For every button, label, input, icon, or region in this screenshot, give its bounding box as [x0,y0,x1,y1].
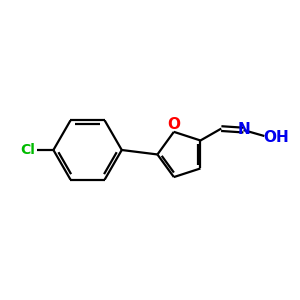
Text: Cl: Cl [21,143,36,157]
Text: N: N [238,122,250,137]
Text: O: O [167,117,180,132]
Text: OH: OH [263,130,289,145]
